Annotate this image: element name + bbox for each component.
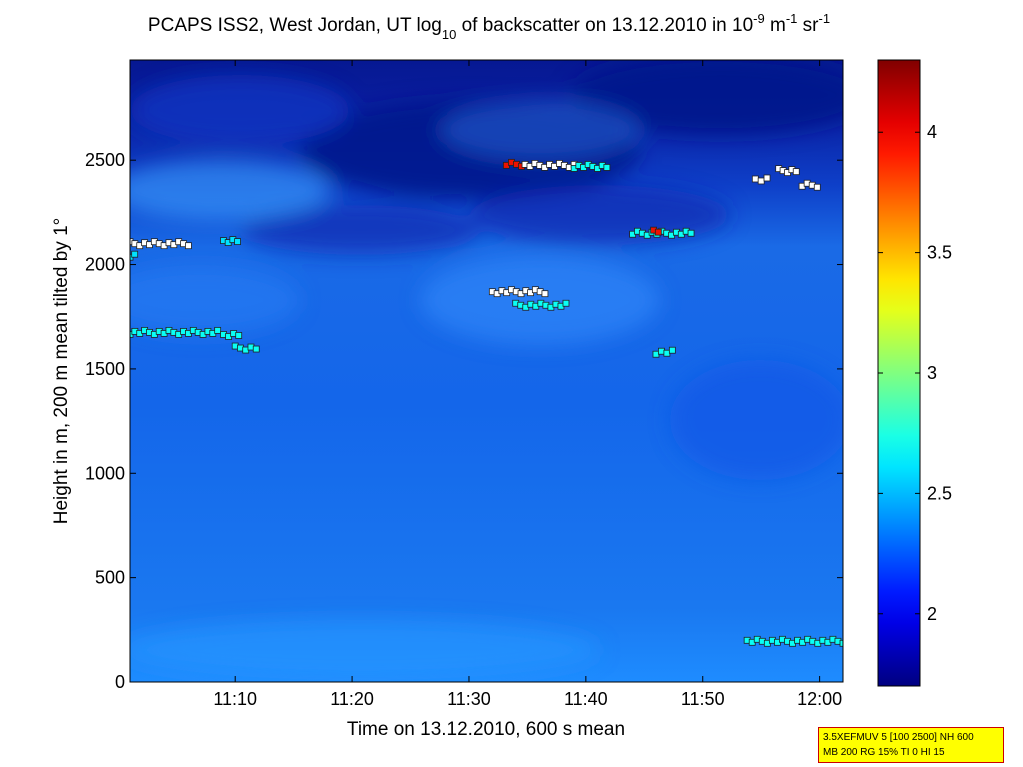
colorbar-axis: 2 2.5 3 3.5 4 [878,122,952,624]
processing-info-box: 3.5XEFMUV 5 [100 2500] NH 600 MB 200 RG … [818,727,1004,763]
cloud-marker-point [751,175,759,183]
colorbar-tick-label: 4 [927,122,937,142]
cloud-marker-point [763,174,771,182]
cloud-marker-point [541,290,549,298]
cloud-marker-point [757,177,765,185]
cloud-marker-point [813,183,821,191]
cloud-markers [130,158,843,647]
plot-frame [129,59,844,683]
chart-title: PCAPS ISS2, West Jordan, UT log10 of bac… [148,11,830,42]
processing-info-line-1: 3.5XEFMUV 5 [100 2500] NH 600 [823,732,974,743]
cloud-marker-point [234,238,241,245]
colorbar-tick-label: 2 [927,604,937,624]
plot-area [130,60,843,682]
y-tick-label: 0 [115,672,125,692]
y-axis-label: Height in m, 200 m mean tilted by 1° [51,218,72,524]
y-tick-label: 500 [95,568,125,588]
y-tick-label: 2000 [85,255,125,275]
x-tick-label: 11:50 [681,689,725,709]
cloud-marker-point [839,639,843,647]
processing-info-line-2: MB 200 RG 15% TI 0 HI 15 [823,747,945,758]
cloud-marker-point [235,332,243,339]
x-axis-label: Time on 13.12.2010, 600 s mean [347,719,625,740]
x-tick-label: 12:00 [797,689,842,709]
cloud-marker-point [792,168,800,176]
colorbar-tick-label: 2.5 [927,483,952,503]
cloud-marker-point [603,164,611,171]
x-tick-label: 11:30 [447,689,491,709]
cloud-marker-point [214,326,222,334]
cloud-marker-point [185,242,192,250]
x-tick-label: 11:40 [564,689,608,709]
y-tick-label: 1000 [85,463,125,483]
y-tick-label: 2500 [85,150,125,170]
x-tick-label: 11:10 [213,689,257,709]
x-tick-label: 11:20 [330,689,374,709]
x-axis: 11:10 11:20 11:30 11:40 11:50 12:00 [213,60,842,709]
cloud-marker-point [562,299,570,307]
cloud-marker-point [131,250,139,258]
colorbar-tick-label: 3 [927,363,937,383]
cloud-marker-point [687,229,695,237]
colorbar [877,59,921,687]
cloud-marker-point [252,345,260,353]
cloud-marker-point [654,228,662,236]
cloud-marker-point [668,346,676,354]
y-axis: 0 500 1000 1500 2000 2500 [85,150,843,692]
colorbar-tick-label: 3.5 [927,243,952,263]
y-tick-label: 1500 [85,359,125,379]
